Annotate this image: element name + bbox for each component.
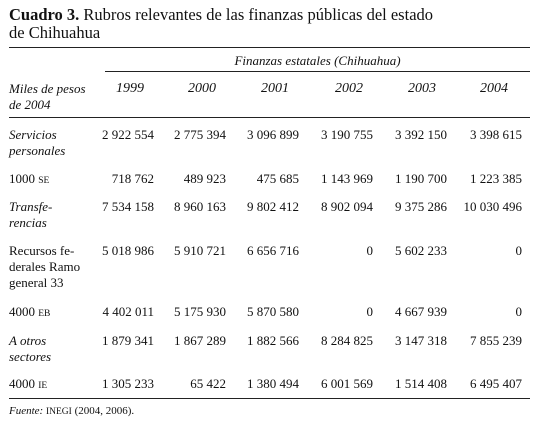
row-label-text: Transfe- rencias (9, 199, 53, 230)
cell: 65 422 (190, 376, 226, 391)
cell: 1 305 233 (102, 376, 154, 391)
cell: 5 910 721 (174, 243, 226, 258)
row-label: 4000 IE (9, 376, 104, 394)
row-label-code: IE (38, 381, 48, 391)
stub-header: Miles de pesos de 2004 (9, 81, 86, 112)
row-label: 4000 EB (9, 304, 104, 322)
column-header: 2003 (408, 81, 436, 96)
cell: 5 870 580 (247, 304, 299, 319)
cell: 4 667 939 (395, 304, 447, 319)
row-label: Servicios personales (9, 127, 104, 159)
cell: 1 143 969 (321, 171, 373, 186)
cell: 6 495 407 (470, 376, 522, 391)
column-header: 2000 (188, 81, 216, 96)
footnote: Fuente: INEGI (2004, 2006). (9, 403, 134, 420)
cell: 9 802 412 (247, 199, 299, 214)
spanner: Finanzas estatales (Chihuahua) (234, 53, 401, 68)
cell: 2 775 394 (174, 127, 226, 142)
cell: 0 (515, 243, 523, 258)
rule (9, 47, 530, 48)
cell: 3 392 150 (395, 127, 447, 142)
cell: 5 018 986 (102, 243, 154, 258)
cell: 4 402 011 (102, 304, 154, 319)
row-label: A otros sectores (9, 333, 104, 365)
row-label-text: Servicios personales (9, 127, 66, 158)
cell: 0 (366, 243, 374, 258)
row-label-text: A otros sectores (9, 333, 52, 364)
cell: 1 190 700 (395, 171, 447, 186)
row-label-text: 4000 (9, 376, 35, 391)
title-line: Cuadro 3. Rubros relevantes de las finan… (9, 6, 433, 24)
title-label: Cuadro 3. (9, 5, 80, 24)
column-header: 2004 (480, 81, 508, 96)
cell: 0 (515, 304, 523, 319)
cell: 5 175 930 (174, 304, 226, 319)
cell: 7 855 239 (470, 333, 522, 348)
column-header: 2001 (261, 81, 289, 96)
title: Cuadro 3. Rubros relevantes de las finan… (9, 6, 433, 42)
cell: 1 514 408 (395, 376, 447, 391)
row-label: 1000 SE (9, 171, 104, 189)
cell: 5 602 233 (395, 243, 447, 258)
cell: 3 096 899 (247, 127, 299, 142)
cell: 7 534 158 (102, 199, 154, 214)
cell: 1 879 341 (102, 333, 154, 348)
cell: 10 030 496 (463, 199, 523, 214)
cell: 6 656 716 (247, 243, 299, 258)
cell: 8 284 825 (321, 333, 373, 348)
column-header: 2002 (335, 81, 363, 96)
cell: 1 223 385 (470, 171, 522, 186)
row-label-code: SE (38, 176, 50, 186)
title-line: de Chihuahua (9, 23, 101, 42)
cell: 489 923 (183, 171, 226, 186)
row-label-text: 1000 (9, 171, 35, 186)
cell: 9 375 286 (395, 199, 447, 214)
cell: 0 (366, 304, 374, 319)
cell: 8 902 094 (321, 199, 373, 214)
title-text: Rubros relevantes de las finanzas públic… (83, 5, 434, 24)
rule (105, 71, 530, 72)
row-label-text: 4000 (9, 304, 35, 319)
cell: 6 001 569 (321, 376, 373, 391)
row-label: Transfe- rencias (9, 199, 104, 231)
cell: 1 380 494 (247, 376, 299, 391)
cell: 8 960 163 (174, 199, 226, 214)
cell: 1 867 289 (174, 333, 226, 348)
row-label: Recursos fe- derales Ramo general 33 (9, 243, 104, 291)
footnote-label: Fuente: (9, 405, 44, 417)
cell: 3 147 318 (395, 333, 447, 348)
cell: 718 762 (111, 171, 154, 186)
rule (9, 398, 530, 399)
footnote-text: (2004, 2006). (74, 405, 135, 417)
cell: 475 685 (256, 171, 299, 186)
cell: 3 398 615 (470, 127, 522, 142)
row-label-code: EB (38, 309, 51, 319)
footnote-source: INEGI (45, 407, 72, 417)
cell: 1 882 566 (247, 333, 299, 348)
column-header: 1999 (116, 81, 144, 96)
row-label-text: Recursos fe- derales Ramo general 33 (9, 243, 81, 290)
rule (9, 117, 530, 118)
cell: 3 190 755 (321, 127, 373, 142)
cell: 2 922 554 (102, 127, 154, 142)
